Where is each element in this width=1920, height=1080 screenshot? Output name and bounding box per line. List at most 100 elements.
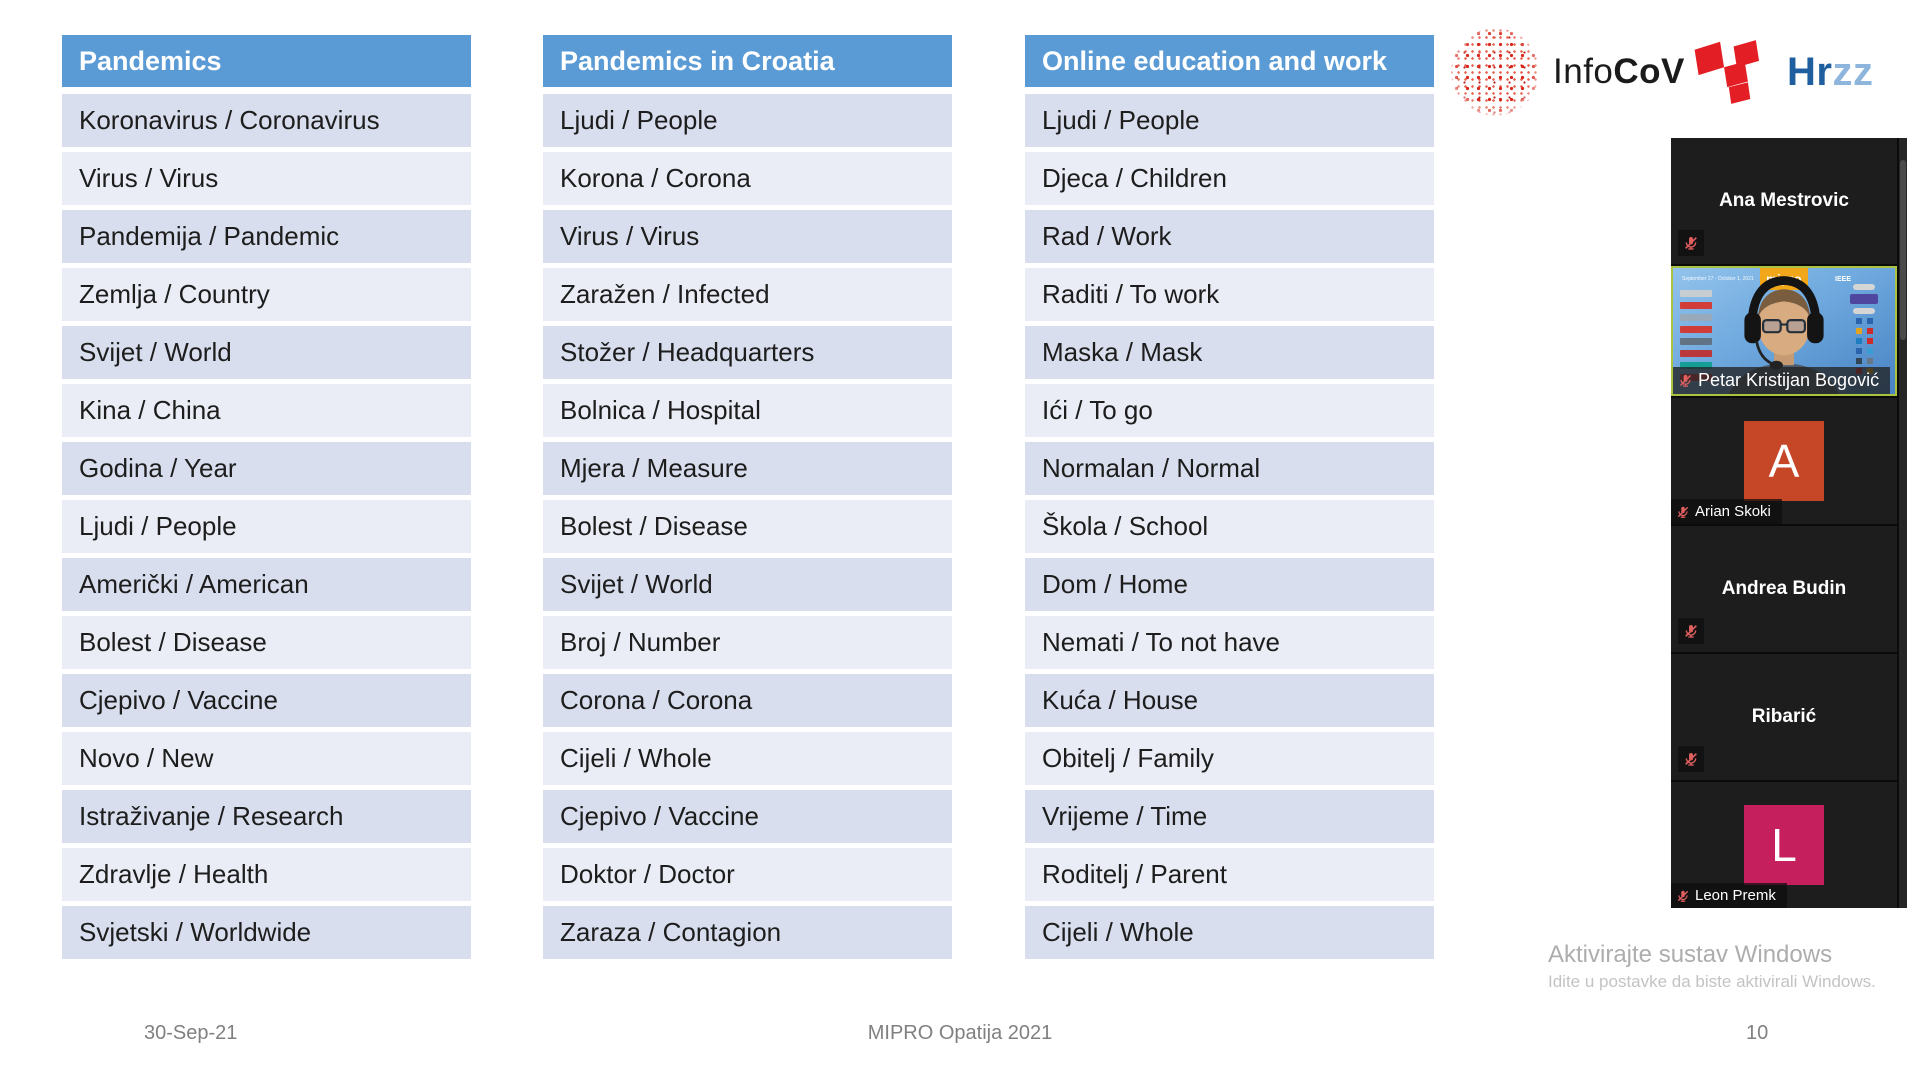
scrollbar-thumb[interactable] <box>1900 160 1906 340</box>
table-row: Virus / Virus <box>543 210 952 263</box>
table-row: Broj / Number <box>543 616 952 669</box>
table-row: Zdravlje / Health <box>62 848 471 901</box>
table-row: Novo / New <box>62 732 471 785</box>
participant-tile-3[interactable]: A Arian Skoki <box>1671 398 1897 524</box>
table-row: Doktor / Doctor <box>543 848 952 901</box>
participant-tile-5[interactable]: Ribarić <box>1671 654 1897 780</box>
table-row: Roditelj / Parent <box>1025 848 1434 901</box>
table-row: Cijeli / Whole <box>543 732 952 785</box>
table-row: Svijet / World <box>543 558 952 611</box>
table-row: Godina / Year <box>62 442 471 495</box>
table-row: Zemlja / Country <box>62 268 471 321</box>
hrzz-wordmark: Hrzz <box>1787 50 1873 95</box>
participant-avatar: A <box>1744 421 1824 501</box>
table-row: Bolnica / Hospital <box>543 384 952 437</box>
table-row: Zaraza / Contagion <box>543 906 952 959</box>
table-row: Koronavirus / Coronavirus <box>62 94 471 147</box>
footer-page-number: 10 <box>1746 1022 1769 1044</box>
table-row: Svijet / World <box>62 326 471 379</box>
muted-mic-icon <box>1685 237 1697 250</box>
table-row: Kina / China <box>62 384 471 437</box>
infocov-text-bold: CoV <box>1613 52 1685 91</box>
table-row: Obitelj / Family <box>1025 732 1434 785</box>
infocov-sphere-icon <box>1451 28 1539 116</box>
table-row: Ljudi / People <box>1025 94 1434 147</box>
ieee-logo: IEEE <box>1835 276 1851 283</box>
table-row: Dom / Home <box>1025 558 1434 611</box>
table-row: Stožer / Headquarters <box>543 326 952 379</box>
hrzz-text-light: zz <box>1832 49 1874 94</box>
table-row: Američki / American <box>62 558 471 611</box>
table-row: Ići / To go <box>1025 384 1434 437</box>
table-row: Bolest / Disease <box>62 616 471 669</box>
infocov-text-regular: Info <box>1553 52 1614 91</box>
participant-avatar: L <box>1744 805 1824 885</box>
participant-name: Petar Kristijan Bogović <box>1698 370 1880 390</box>
muted-mic-icon <box>1677 506 1689 518</box>
muted-mic-icon <box>1679 374 1692 387</box>
hrzz-text-dark: Hr <box>1787 49 1833 94</box>
table-header: Pandemics <box>62 35 471 87</box>
word-table-2: Pandemics in Croatia Ljudi / People Korona… <box>543 35 952 964</box>
participant-tiles: Ana Mestrovic September 27 - October 1, … <box>1671 138 1897 908</box>
video-feed: September 27 - October 1, 2021 mipro IEE… <box>1673 268 1895 394</box>
participant-name: Andrea Budin <box>1721 578 1847 599</box>
table-row: Virus / Virus <box>62 152 471 205</box>
muted-mic-icon <box>1685 625 1697 638</box>
table-row: Škola / School <box>1025 500 1434 553</box>
avatar-initial: A <box>1768 435 1800 487</box>
table-row: Vrijeme / Time <box>1025 790 1434 843</box>
mic-status <box>1678 746 1704 772</box>
hrzz-checkerboard-icon <box>1694 40 1760 104</box>
table-row: Raditi / To work <box>1025 268 1434 321</box>
table-row: Ljudi / People <box>543 94 952 147</box>
word-table-3: Online education and work Ljudi / People D… <box>1025 35 1434 964</box>
table-row: Ljudi / People <box>62 500 471 553</box>
footer-date: 30-Sep-21 <box>144 1022 238 1044</box>
infocov-wordmark: InfoCoV <box>1553 52 1685 92</box>
windows-activation-watermark: Aktivirajte sustav Windows Idite u posta… <box>1548 941 1876 992</box>
mic-status <box>1678 618 1704 644</box>
table-row: Rad / Work <box>1025 210 1434 263</box>
table-row: Zaražen / Infected <box>543 268 952 321</box>
participant-tile-1[interactable]: Ana Mestrovic <box>1671 138 1897 264</box>
watermark-line2: Idite u postavke da biste aktivirali Win… <box>1548 972 1876 991</box>
hrzz-logo: Hrzz <box>1690 30 1873 114</box>
participant-name: Ribarić <box>1751 706 1817 727</box>
participant-label: Leon Premk <box>1671 883 1787 908</box>
participant-tile-6[interactable]: L Leon Premk <box>1671 782 1897 908</box>
table-row: Cjepivo / Vaccine <box>62 674 471 727</box>
table-row: Mjera / Measure <box>543 442 952 495</box>
table-header: Online education and work <box>1025 35 1434 87</box>
scrollbar-track[interactable] <box>1899 138 1907 908</box>
avatar-initial: L <box>1771 819 1797 871</box>
infocov-logo: InfoCoV <box>1451 26 1685 118</box>
table-row: Maska / Mask <box>1025 326 1434 379</box>
table-row: Kuća / House <box>1025 674 1434 727</box>
participant-name: Arian Skoki <box>1695 503 1771 520</box>
mic-status <box>1678 230 1704 256</box>
table-row: Korona / Corona <box>543 152 952 205</box>
table-row: Svjetski / Worldwide <box>62 906 471 959</box>
footer-title: MIPRO Opatija 2021 <box>867 1022 1053 1044</box>
participant-name: Ana Mestrovic <box>1719 190 1849 211</box>
table-row: Nemati / To not have <box>1025 616 1434 669</box>
table-row: Bolest / Disease <box>543 500 952 553</box>
participant-tile-2[interactable]: September 27 - October 1, 2021 mipro IEE… <box>1671 266 1897 396</box>
table-row: Cjepivo / Vaccine <box>543 790 952 843</box>
participant-tile-4[interactable]: Andrea Budin <box>1671 526 1897 652</box>
participant-name: Leon Premk <box>1695 887 1776 904</box>
muted-mic-icon <box>1677 890 1689 902</box>
video-event-dates: September 27 - October 1, 2021 <box>1682 276 1754 282</box>
participant-label: Arian Skoki <box>1671 499 1782 524</box>
table-row: Djeca / Children <box>1025 152 1434 205</box>
zoom-participants-panel: Ana Mestrovic September 27 - October 1, … <box>1671 138 1907 908</box>
table-row: Pandemija / Pandemic <box>62 210 471 263</box>
participant-label: Petar Kristijan Bogović <box>1673 367 1891 394</box>
table-row: Cijeli / Whole <box>1025 906 1434 959</box>
table-header: Pandemics in Croatia <box>543 35 952 87</box>
muted-mic-icon <box>1685 753 1697 766</box>
table-row: Corona / Corona <box>543 674 952 727</box>
table-row: Normalan / Normal <box>1025 442 1434 495</box>
